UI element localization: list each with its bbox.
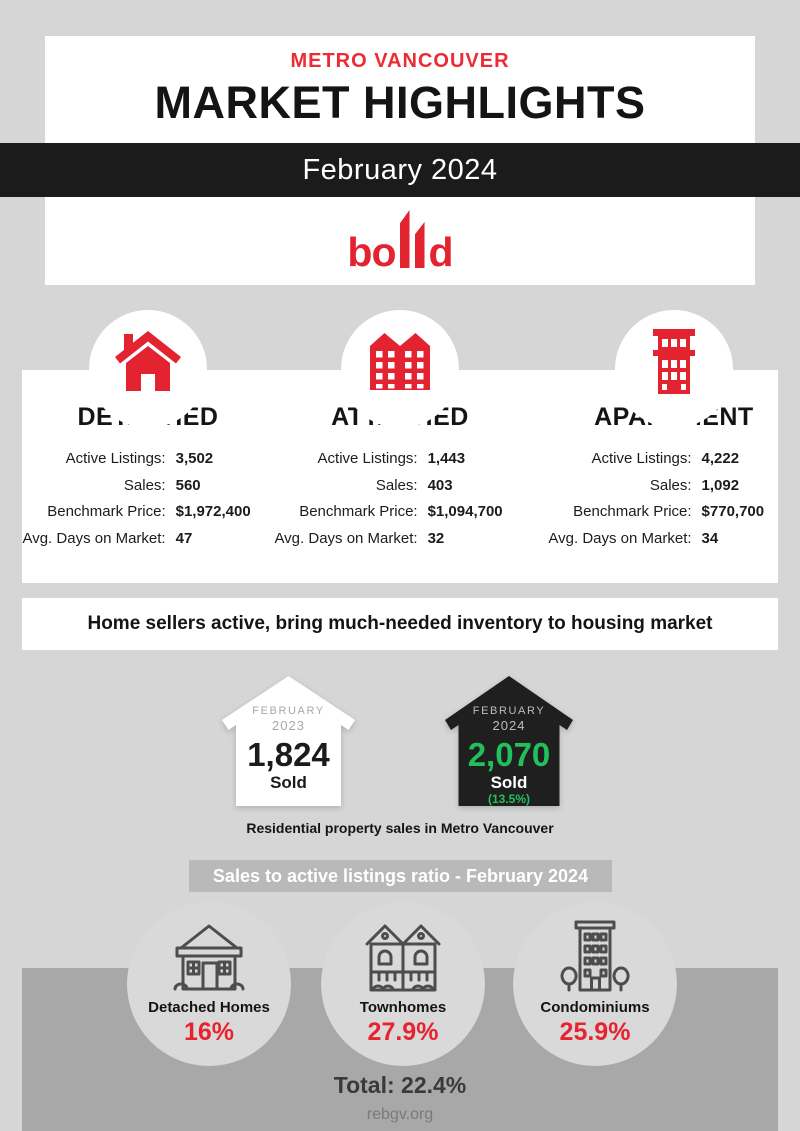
detached-stats-column: DETACHED Active Listings: 3,502 Sales: 5… [22, 403, 274, 583]
house-badge-shape [222, 676, 355, 806]
house-badge-shape [445, 676, 573, 806]
sales-badge-2023: FEBRUARY 2023 1,824 Sold [220, 674, 357, 808]
stat-value: 47 [175, 529, 193, 547]
ratio-icon-wrap [549, 916, 641, 994]
badge-sold-label: Sold [270, 773, 307, 792]
sales-badge-2024: FEBRUARY 2024 2,070 Sold (13.5%) [443, 674, 575, 808]
ratio-icon-wrap [357, 916, 449, 994]
bolld-logo: bo d [347, 210, 454, 276]
attached-stats-column: ATTACHED Active Listings: 1,443 Sales: 4… [274, 403, 526, 583]
badge-sales-count: 2,070 [467, 736, 551, 773]
stat-row: Avg. Days on Market: 32 [274, 529, 526, 549]
stat-label: Active Listings: [65, 450, 166, 467]
stat-row: Sales: 1,092 [548, 476, 800, 496]
headline-text: Home sellers active, bring much-needed i… [87, 613, 713, 634]
apartment-icon-circle [615, 310, 733, 428]
sales-caption: Residential property sales in Metro Vanc… [246, 820, 554, 836]
badge-change-percent: (13.5%) [487, 792, 531, 806]
stat-row: Sales: 560 [22, 476, 274, 496]
badge-month: FEBRUARY [252, 705, 325, 717]
stat-value: $1,972,400 [175, 503, 251, 520]
stat-label: Avg. Days on Market: [22, 529, 166, 547]
stat-label: Avg. Days on Market: [274, 529, 418, 547]
stat-label: Benchmark Price: [47, 503, 166, 520]
stat-value: 560 [175, 476, 201, 494]
stat-value: $1,094,700 [427, 503, 503, 520]
stat-label: Sales: [649, 476, 692, 494]
ratio-value: 27.9% [367, 1018, 439, 1046]
stat-row: Active Listings: 4,222 [548, 449, 800, 469]
stat-value: 4,222 [701, 450, 740, 467]
detached-icon-circle [89, 310, 207, 428]
logo-panel: bo d [45, 197, 755, 285]
stat-label: Active Listings: [591, 450, 692, 467]
stat-row: Active Listings: 3,502 [22, 449, 274, 469]
badge-content: FEBRUARY 2023 1,824 Sold [220, 674, 357, 793]
stat-row: Benchmark Price: $1,094,700 [274, 502, 526, 522]
detached-home-outline-icon [173, 924, 245, 991]
attached-townhouse-icon [370, 333, 430, 390]
stat-value: 34 [701, 529, 719, 547]
total-ratio: Total: 22.4% [333, 1072, 467, 1098]
stat-value: 1,092 [701, 476, 740, 494]
stat-row: Sales: 403 [274, 476, 526, 496]
stat-label: Benchmark Price: [299, 503, 418, 520]
badge-month: FEBRUARY [472, 705, 546, 717]
stat-label: Benchmark Price: [573, 503, 692, 520]
date-band: February 2024 [0, 143, 800, 197]
stat-row: Active Listings: 1,443 [274, 449, 526, 469]
header-kicker: METRO VANCOUVER [290, 50, 510, 72]
stat-value: 403 [427, 476, 453, 494]
report-period: February 2024 [302, 153, 498, 186]
headline-banner: Home sellers active, bring much-needed i… [22, 598, 778, 650]
ratio-circle-townhomes: Townhomes 27.9% [321, 902, 485, 1066]
apartment-building-icon [653, 329, 695, 394]
badge-year: 2023 [272, 718, 305, 733]
stat-value: 3,502 [175, 450, 214, 467]
logo-text-left: bo [347, 229, 396, 276]
ratio-label: Detached Homes [148, 999, 270, 1016]
badge-sold-label: Sold [490, 773, 528, 792]
page-title: MARKET HIGHLIGHTS [154, 77, 646, 128]
stat-row: Avg. Days on Market: 34 [548, 529, 800, 549]
ratio-value: 16% [183, 1018, 235, 1046]
stat-label: Sales: [123, 476, 166, 494]
ratio-label: Condominiums [540, 999, 650, 1016]
ratio-circle-detached: Detached Homes 16% [127, 902, 291, 1066]
apartment-stats-column: APARTMENT Active Listings: 4,222 Sales: … [548, 403, 800, 583]
condominiums-outline-icon [560, 920, 630, 992]
badge-sales-count: 1,824 [247, 736, 330, 773]
stat-value: $770,700 [701, 503, 765, 520]
stat-row: Avg. Days on Market: 47 [22, 529, 274, 549]
detached-house-icon [115, 331, 181, 391]
stat-value: 1,443 [427, 450, 466, 467]
logo-building-bar-icon [414, 222, 425, 268]
source-attribution: rebgv.org [366, 1106, 434, 1123]
stat-row: Benchmark Price: $1,972,400 [22, 502, 274, 522]
badge-content: FEBRUARY 2024 2,070 Sold (13.5%) [443, 674, 575, 806]
stat-row: Benchmark Price: $770,700 [548, 502, 800, 522]
logo-text-right: d [428, 229, 454, 276]
stat-label: Avg. Days on Market: [548, 529, 692, 547]
ratio-icon-wrap [161, 916, 257, 994]
logo-building-bar-icon [399, 210, 410, 268]
townhomes-outline-icon [365, 924, 441, 992]
ratio-banner-text: Sales to active listings ratio - Februar… [212, 865, 589, 886]
ratio-value: 25.9% [559, 1018, 631, 1046]
ratio-banner: Sales to active listings ratio - Februar… [189, 860, 612, 892]
ratio-label: Townhomes [359, 999, 447, 1016]
ratio-circle-condominiums: Condominiums 25.9% [513, 902, 677, 1066]
badge-year: 2024 [492, 718, 526, 733]
stat-label: Active Listings: [317, 450, 418, 467]
header-panel: METRO VANCOUVER MARKET HIGHLIGHTS [45, 36, 755, 143]
stat-label: Sales: [375, 476, 418, 494]
stat-value: 32 [427, 529, 445, 547]
attached-icon-circle [341, 310, 459, 428]
